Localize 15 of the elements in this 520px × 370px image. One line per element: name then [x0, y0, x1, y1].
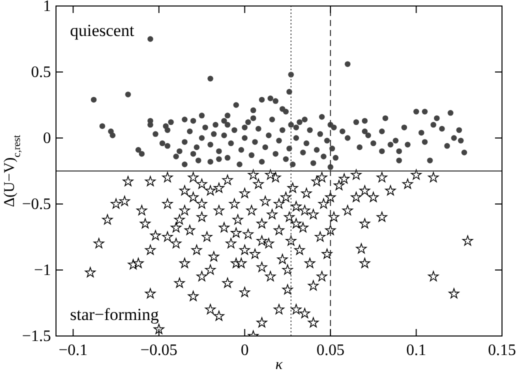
x-tick-label: 0 [240, 342, 249, 359]
y-tick-label: −1 [34, 262, 51, 279]
y-tick-label: −1.5 [22, 328, 51, 345]
annotation: quiescent [70, 21, 134, 40]
annotation: star−forming [70, 305, 160, 324]
y-tick-label: 0.5 [31, 64, 51, 81]
x-tick-label: −0.1 [58, 342, 88, 359]
x-tick-label: −0.05 [140, 342, 178, 359]
x-tick-label: 0.05 [316, 342, 344, 359]
y-tick-label: 1 [43, 0, 51, 15]
x-axis-title: κ [275, 357, 284, 370]
x-tick-label: 0.1 [406, 342, 426, 359]
x-tick-label: 0.15 [488, 342, 516, 359]
y-tick-label: 0 [43, 130, 51, 147]
y-tick-label: −0.5 [22, 196, 51, 213]
